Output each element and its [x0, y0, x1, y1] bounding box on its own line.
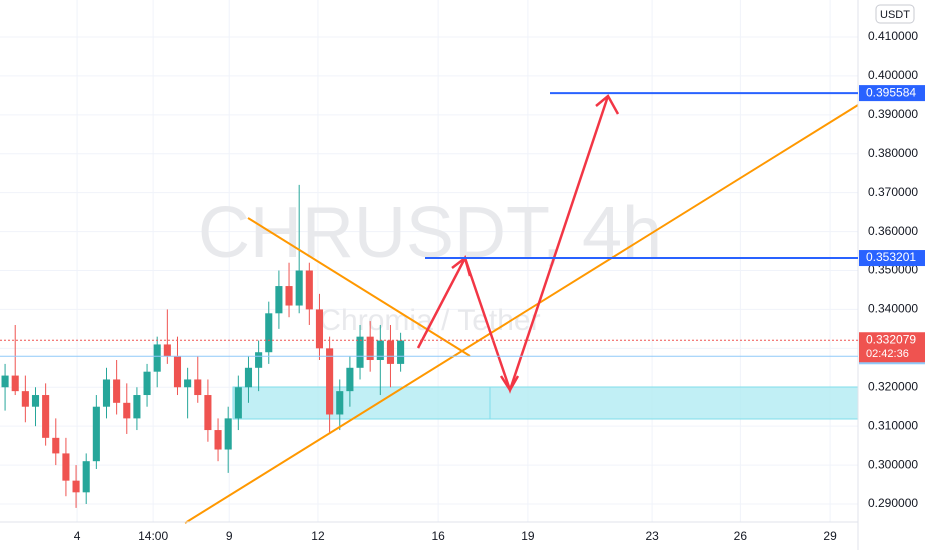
candle-body — [326, 348, 334, 415]
x-tick-label: 9 — [226, 529, 233, 543]
candle-body — [214, 430, 222, 450]
candle-body — [1, 375, 9, 388]
axis-layer: 0.2900000.3000000.3100000.3200000.330000… — [74, 29, 925, 543]
y-tick-label: 0.410000 — [868, 29, 918, 43]
y-tick-label: 0.360000 — [868, 224, 918, 238]
x-tick-label: 26 — [734, 529, 748, 543]
candle-body — [224, 418, 232, 450]
candle-body — [356, 336, 364, 368]
candle-body — [346, 367, 354, 392]
candle-body — [336, 391, 344, 415]
candle-body — [184, 379, 192, 388]
candle-body — [285, 286, 293, 306]
x-tick-label: 12 — [311, 529, 325, 543]
arrow-head — [499, 375, 520, 393]
y-tick-label: 0.380000 — [868, 146, 918, 160]
candle-body — [204, 395, 212, 431]
candle-body — [11, 375, 19, 392]
candle-body — [52, 437, 60, 454]
candle-body — [113, 379, 121, 403]
y-tick-label: 0.310000 — [868, 418, 918, 432]
candle-body — [265, 313, 273, 353]
candle-body — [143, 371, 151, 396]
candle-body — [397, 340, 405, 364]
y-tick-label: 0.320000 — [868, 379, 918, 393]
level-tag — [859, 250, 925, 267]
candle-body — [244, 367, 253, 388]
candle-body — [305, 270, 313, 310]
x-tick-label: 23 — [645, 529, 659, 543]
candle-body — [194, 379, 202, 396]
y-tick-label: 0.370000 — [868, 185, 918, 199]
candle-body — [42, 395, 50, 438]
trendline-up — [184, 104, 859, 524]
candle-body — [234, 387, 242, 419]
candle-body — [173, 356, 182, 388]
y-tick-label: 0.390000 — [868, 107, 918, 121]
candle-body — [82, 461, 90, 493]
currency: USDT — [880, 9, 910, 21]
y-tick-label: 0.290000 — [868, 496, 918, 510]
y-tick-label: 0.300000 — [868, 457, 918, 471]
candles — [1, 184, 405, 508]
candle-body — [163, 344, 171, 357]
candle-body — [133, 395, 141, 419]
candle-body — [295, 270, 303, 306]
projection-path — [416, 95, 610, 394]
candle-body — [366, 336, 374, 361]
currency-box[interactable] — [875, 4, 915, 24]
x-tick-label: 4 — [74, 529, 81, 543]
candle-body — [376, 340, 384, 361]
candle-body — [21, 391, 29, 407]
level-label: 0.353201 — [866, 250, 916, 264]
candle-body — [102, 379, 111, 407]
x-tick-label: 29 — [823, 529, 837, 543]
candle-body — [255, 352, 263, 368]
y-tick-label: 0.400000 — [868, 68, 918, 82]
last-price-tag — [859, 332, 925, 363]
candle-body — [92, 406, 100, 462]
candle-body — [315, 309, 324, 349]
candle-body — [153, 344, 161, 372]
arrow-head — [595, 94, 620, 115]
watermark-title: CHRUSDT, 4h — [198, 193, 662, 273]
countdown: 02:42:36 — [866, 348, 909, 360]
y-tick-label: 0.340000 — [868, 302, 918, 316]
x-tick-label: 16 — [431, 529, 445, 543]
level-label: 0.395584 — [866, 85, 916, 99]
candle-body — [72, 480, 80, 493]
candle-body — [62, 453, 70, 481]
grid-layer — [0, 0, 858, 522]
candle-body — [386, 340, 395, 364]
candle-body — [123, 402, 131, 419]
y-tick-label: 0.350000 — [868, 263, 918, 277]
last-price-label: 0.332079 — [866, 332, 916, 346]
trendline-down — [247, 217, 471, 357]
x-tick-label: 14:00 — [138, 529, 168, 543]
candle-body — [31, 395, 40, 407]
level-tag — [859, 85, 925, 102]
x-tick-label: 19 — [521, 529, 535, 543]
candle-body — [275, 286, 283, 314]
